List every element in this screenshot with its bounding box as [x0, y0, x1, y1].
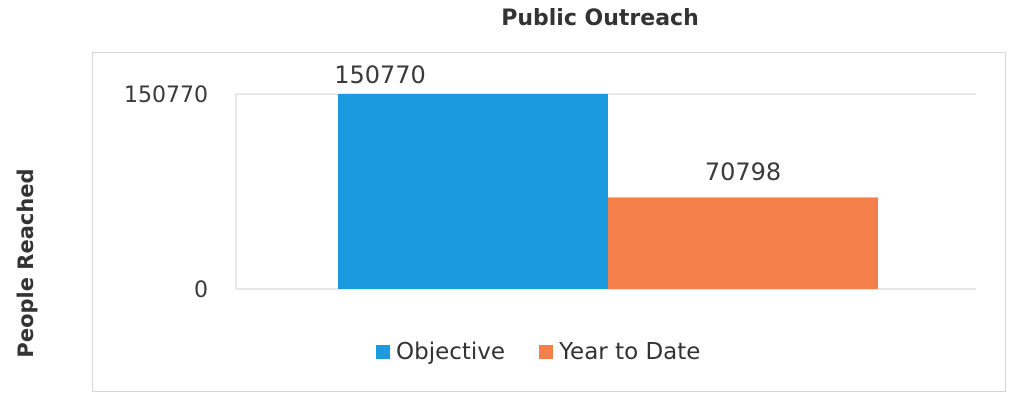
- legend-swatch-year-to-date: [539, 345, 554, 359]
- legend-swatch-objective: [376, 345, 390, 359]
- legend: Objective Year to Date: [376, 339, 734, 365]
- legend-item-year-to-date: Year to Date: [539, 339, 700, 365]
- bar-year-to-date: [608, 197, 878, 289]
- legend-label-objective: Objective: [396, 339, 506, 365]
- bar-objective: [338, 94, 608, 289]
- data-label-objective: 150770: [334, 61, 426, 89]
- data-label-year-to-date: 70798: [705, 158, 781, 186]
- y-tick-label-0: 0: [194, 278, 208, 303]
- y-tick-label-1: 150770: [124, 83, 208, 108]
- legend-item-objective: Objective: [376, 339, 505, 365]
- chart-frame: [92, 52, 1006, 392]
- legend-label-year-to-date: Year to Date: [559, 339, 701, 365]
- chart-title: Public Outreach: [501, 6, 699, 31]
